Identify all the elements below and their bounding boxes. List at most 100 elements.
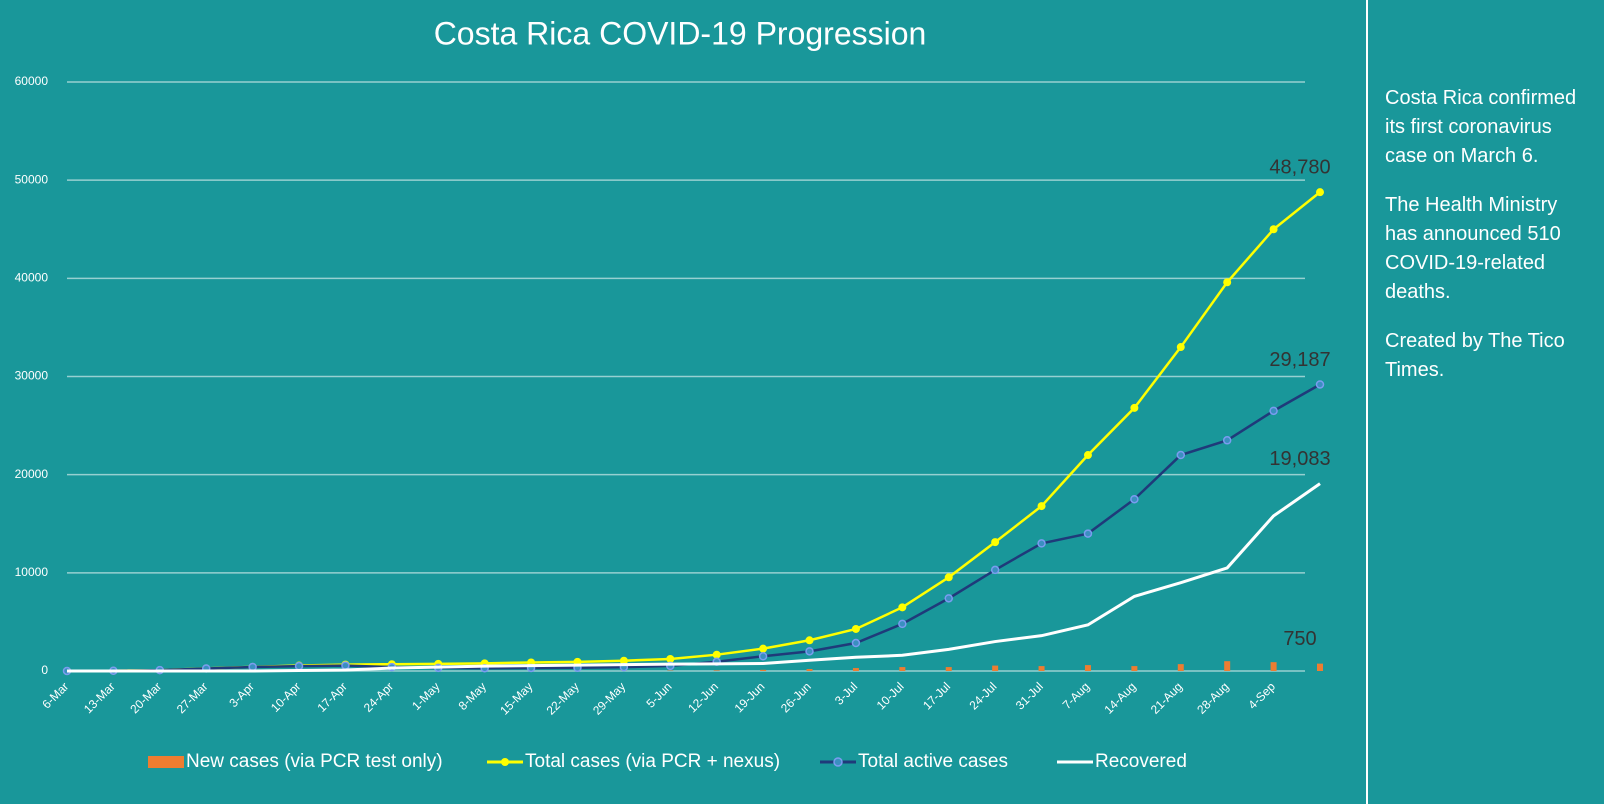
marker — [1269, 225, 1278, 234]
bar — [760, 669, 767, 671]
marker — [805, 636, 814, 645]
bar — [713, 670, 720, 671]
x-tick-label: 12-Jun — [685, 679, 721, 715]
bar — [1224, 661, 1231, 671]
bar — [852, 668, 859, 671]
legend-label: Total active cases — [858, 751, 1008, 772]
bar — [899, 667, 906, 671]
x-tick-label: 3-Jul — [832, 679, 860, 707]
chart-title: Costa Rica COVID-19 Progression — [434, 15, 927, 51]
bar — [1038, 666, 1045, 671]
x-tick-label: 10-Jul — [874, 679, 907, 712]
x-tick-label: 7-Aug — [1060, 679, 1093, 712]
x-tick-label: 8-May — [456, 679, 489, 712]
value-label: 29,187 — [1269, 349, 1330, 371]
y-tick-label: 20000 — [15, 467, 49, 481]
side-note: Costa Rica confirmed its first coronavir… — [1385, 87, 1577, 167]
marker — [666, 654, 675, 663]
marker — [712, 650, 721, 659]
marker — [1083, 451, 1092, 460]
value-label: 48,780 — [1269, 156, 1330, 178]
x-tick-label: 4-Sep — [1245, 679, 1278, 712]
y-tick-label: 40000 — [15, 271, 49, 285]
marker — [248, 662, 257, 672]
marker — [898, 619, 907, 629]
x-tick-label: 15-May — [497, 679, 535, 717]
x-tick-label: 19-Jun — [732, 679, 768, 715]
x-tick-label: 13-Mar — [81, 679, 118, 716]
marker — [1222, 436, 1232, 445]
x-tick-label: 31-Jul — [1013, 679, 1046, 712]
marker — [341, 661, 350, 670]
marker — [1130, 494, 1139, 504]
marker — [898, 603, 907, 612]
marker — [1083, 529, 1093, 538]
marker — [851, 638, 861, 648]
marker — [758, 652, 768, 661]
marker — [805, 647, 814, 656]
marker — [1176, 450, 1186, 460]
bar — [806, 669, 813, 671]
side-note: The Health Ministry has announced 510 CO… — [1385, 194, 1561, 303]
bar — [945, 667, 952, 671]
x-tick-label: 5-Jun — [644, 679, 675, 710]
side-note: Created by The Tico Times. — [1385, 330, 1565, 381]
chart: Costa Rica COVID-19 Progression 0 10000 20… — [15, 15, 1331, 772]
x-tick-label: 20-Mar — [127, 679, 164, 716]
marker — [990, 565, 1000, 575]
x-tick-label: 17-Jul — [920, 679, 953, 712]
x-tick-label: 26-Jun — [778, 679, 814, 715]
x-tick-label: 24-Jul — [966, 679, 999, 712]
value-label: 750 — [1283, 628, 1316, 650]
x-tick-label: 6-Mar — [39, 679, 71, 711]
x-tick-label: 27-Mar — [174, 679, 211, 716]
legend-label: Recovered — [1095, 751, 1187, 772]
value-label: 19,083 — [1269, 448, 1330, 470]
x-tick-label: 28-Aug — [1194, 679, 1231, 716]
marker — [619, 656, 628, 665]
marker — [1176, 343, 1185, 352]
x-tick-label: 1-May — [409, 679, 442, 712]
marker — [944, 573, 953, 582]
x-tick-label: 3-Apr — [226, 679, 257, 710]
x-tick-label: 22-May — [544, 679, 582, 717]
marker — [294, 661, 304, 671]
line — [66, 383, 1321, 673]
marker — [944, 594, 953, 603]
marker — [1037, 502, 1046, 511]
side-panel: Costa Rica confirmed its first coronavir… — [1385, 84, 1595, 405]
x-tick-label: 14-Aug — [1101, 679, 1138, 716]
marker — [1315, 380, 1325, 389]
x-tick-label: 29-May — [590, 679, 628, 717]
marker — [851, 624, 860, 633]
y-tick-label: 0 — [41, 663, 48, 677]
x-tick-label: 17-Apr — [314, 679, 349, 714]
legend-swatch — [148, 756, 184, 768]
legend-label: New cases (via PCR test only) — [186, 751, 443, 772]
y-tick-label: 10000 — [15, 565, 49, 579]
marker — [1037, 539, 1046, 548]
legend-label: Total cases (via PCR + nexus) — [525, 751, 780, 772]
y-tick-label: 60000 — [15, 74, 49, 88]
x-tick-label: 10-Apr — [268, 679, 303, 714]
marker — [1130, 403, 1139, 412]
bar — [992, 665, 999, 671]
bar — [1084, 665, 1091, 671]
y-tick-label: 30000 — [15, 369, 49, 383]
x-tick-label: 24-Apr — [361, 679, 396, 714]
marker — [1316, 188, 1324, 197]
divider — [1366, 0, 1368, 804]
y-tick-label: 50000 — [15, 172, 49, 186]
legend-swatch — [833, 757, 843, 767]
line — [67, 482, 1321, 673]
marker — [759, 644, 768, 653]
marker — [1269, 406, 1278, 416]
bar — [1317, 663, 1323, 671]
bar — [1177, 664, 1184, 671]
bar — [1270, 662, 1277, 671]
legend-swatch — [501, 758, 509, 766]
marker — [1223, 278, 1232, 287]
x-tick-label: 21-Aug — [1148, 679, 1185, 716]
bar — [1131, 666, 1138, 671]
